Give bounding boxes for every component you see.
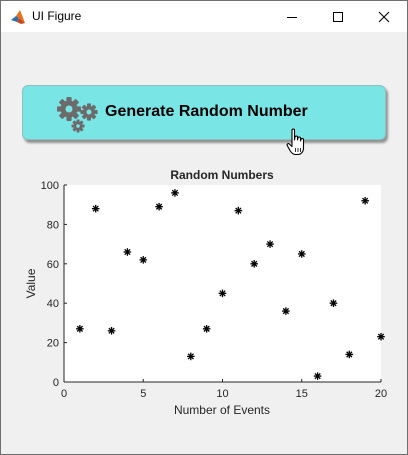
hand-pointer-icon (286, 128, 308, 156)
chart-title: Random Numbers (170, 168, 274, 182)
plot-area (64, 185, 381, 382)
data-point (298, 250, 306, 258)
close-icon (378, 11, 390, 23)
data-point (108, 327, 116, 335)
y-tick-label: 100 (41, 180, 59, 192)
data-point (346, 351, 354, 359)
data-point (235, 207, 243, 215)
data-point (219, 290, 227, 298)
title-bar[interactable]: UI Figure (1, 1, 407, 32)
minimize-button[interactable] (269, 1, 315, 32)
data-point (187, 353, 195, 361)
y-tick-label: 0 (53, 377, 59, 389)
matlab-icon (10, 9, 26, 25)
x-axis-label: Number of Events (174, 403, 270, 417)
y-tick-label: 20 (47, 338, 59, 350)
data-point (155, 203, 163, 211)
x-tick-label: 0 (61, 388, 67, 400)
gears-icon (57, 95, 103, 135)
maximize-icon (332, 11, 344, 23)
y-axis-label: Value (24, 268, 38, 298)
data-point (76, 325, 84, 333)
data-point (361, 197, 369, 205)
generate-button-label: Generate Random Number (105, 103, 308, 121)
data-point (377, 333, 385, 341)
minimize-icon (286, 11, 298, 23)
data-point (203, 325, 211, 333)
y-tick-label: 40 (47, 298, 59, 310)
data-point (171, 189, 179, 197)
data-point (266, 240, 274, 248)
data-point (139, 256, 147, 264)
x-tick-label: 10 (216, 388, 228, 400)
y-axis: 0 20 40 60 80 100 (41, 180, 67, 389)
data-point (92, 205, 100, 213)
data-point (314, 372, 322, 380)
close-button[interactable] (361, 1, 407, 32)
data-point (250, 260, 258, 268)
window-title: UI Figure (32, 9, 81, 23)
data-point (330, 299, 338, 307)
y-tick-label: 60 (47, 259, 59, 271)
data-point (282, 307, 290, 315)
generate-random-number-button[interactable]: Generate Random Number (22, 85, 386, 140)
x-tick-label: 15 (296, 388, 308, 400)
x-tick-label: 20 (375, 388, 387, 400)
data-point (124, 248, 132, 256)
maximize-button[interactable] (315, 1, 361, 32)
x-tick-label: 5 (140, 388, 146, 400)
y-tick-label: 80 (47, 219, 59, 231)
random-numbers-chart: Random Numbers 0 20 40 60 80 100 0 5 10 15 20 Num… (1, 161, 408, 423)
